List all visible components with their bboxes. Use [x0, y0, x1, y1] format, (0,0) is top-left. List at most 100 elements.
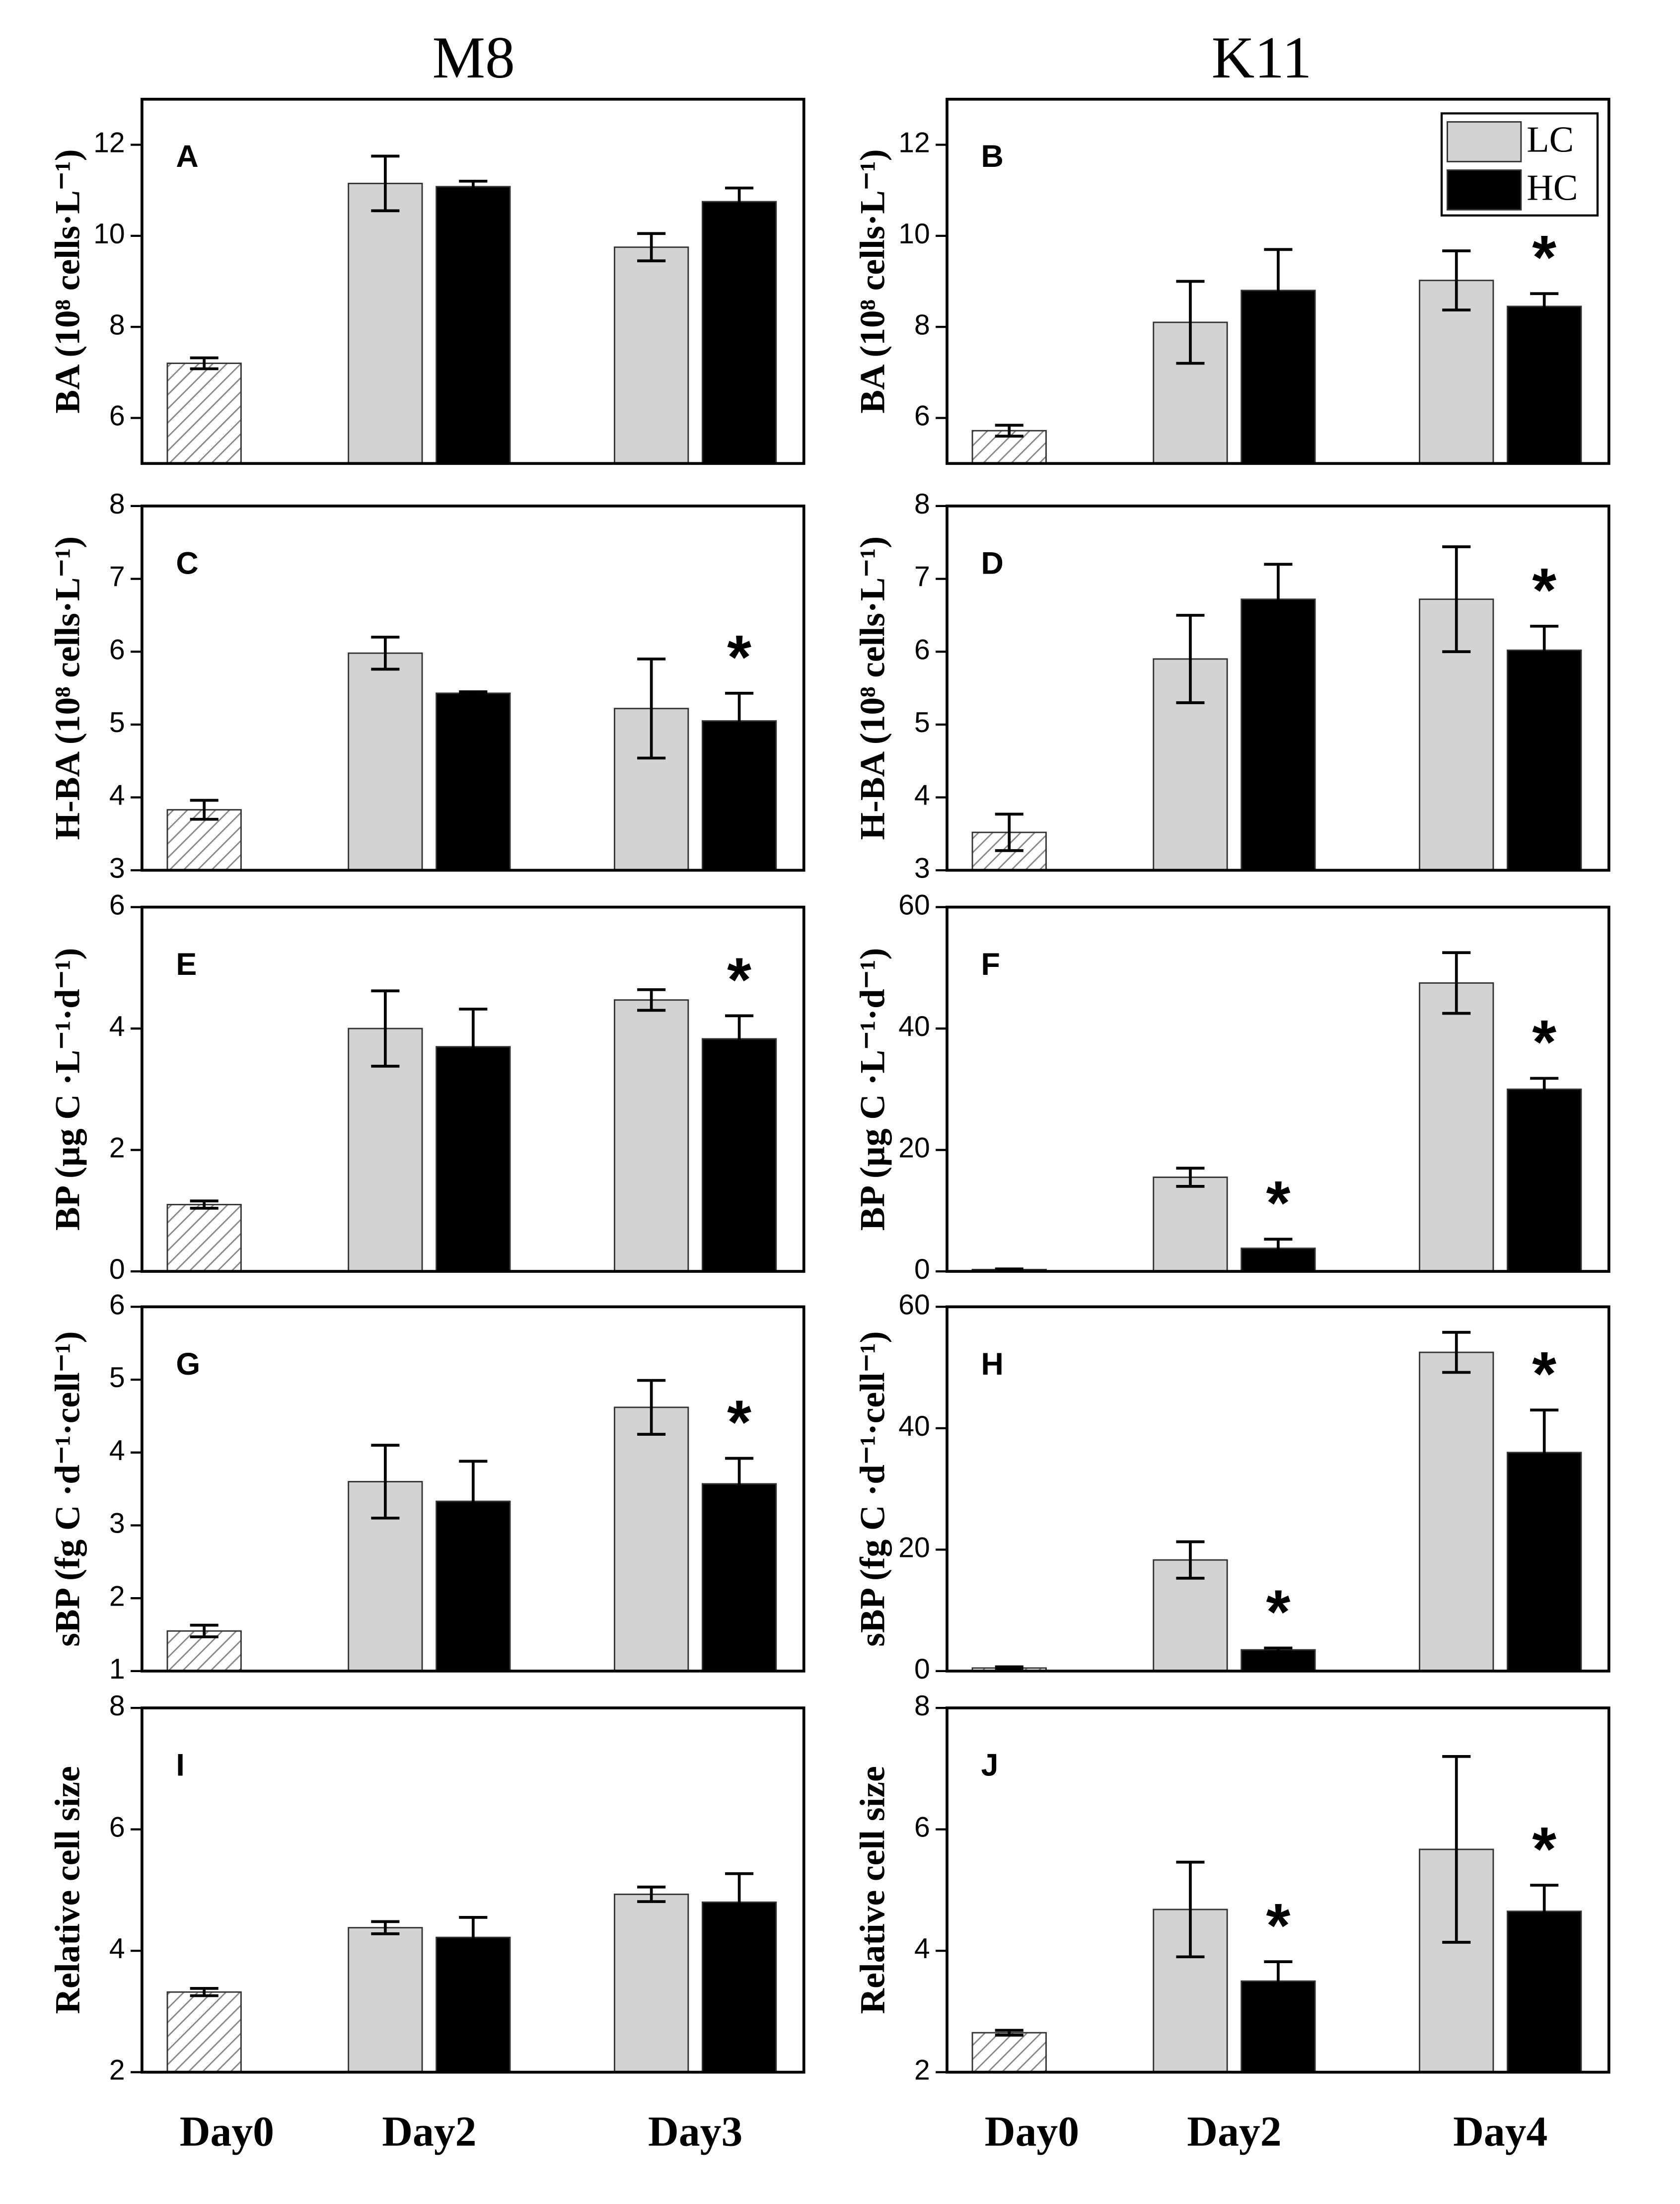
column-title: K11 [1212, 24, 1312, 90]
error-bar [459, 690, 488, 696]
y-axis-label: sBP (fg C ·d⁻¹·cell⁻¹) [853, 1331, 892, 1646]
y-tick-label: 6 [109, 1289, 125, 1321]
bar [701, 1038, 777, 1272]
error-bar [1176, 1540, 1205, 1580]
error-bar [725, 692, 754, 750]
bar [1507, 305, 1582, 464]
y-tick-label: 6 [914, 1812, 930, 1843]
error-bar [1176, 614, 1205, 704]
error-bar [1530, 625, 1559, 676]
plot-frame [946, 1706, 1610, 2074]
y-axis-label: BA (10⁸ cells·L⁻¹) [853, 149, 892, 413]
bar [1241, 598, 1316, 871]
bar [701, 201, 777, 464]
y-tick-label: 12 [898, 127, 930, 159]
significance-marker: * [1266, 1890, 1290, 1960]
y-tick-label: 60 [898, 1289, 930, 1321]
error-bar [1264, 1960, 1293, 2002]
error-bar [459, 1008, 488, 1086]
y-tick-label: 6 [109, 889, 125, 921]
x-tick-label: Day3 [648, 2108, 742, 2155]
y-tick-label: 7 [109, 561, 125, 593]
error-bar [371, 989, 400, 1068]
y-tick-label: 3 [109, 852, 125, 884]
error-bar [371, 1920, 400, 1935]
error-bar [190, 1199, 219, 1210]
y-tick-label: 8 [914, 1690, 930, 1722]
y-tick-label: 5 [109, 707, 125, 738]
y-axis-label: H-BA (10⁸ cells·L⁻¹) [48, 536, 87, 840]
y-tick-label: 40 [898, 1410, 930, 1442]
error-bar [1442, 951, 1471, 1015]
y-axis-label: Relative cell size [48, 1766, 87, 2014]
y-tick-label: 60 [898, 889, 930, 921]
error-bar [371, 636, 400, 671]
x-tick-label: Day0 [985, 2108, 1079, 2155]
y-tick-label: 20 [898, 1532, 930, 1563]
bar [701, 1483, 777, 1672]
panel-label: G [176, 1347, 200, 1382]
error-bar [190, 1623, 219, 1638]
y-tick-label: 3 [109, 1508, 125, 1540]
y-axis-label: BP (µg C ·L⁻¹·d⁻¹) [48, 948, 87, 1231]
x-tick-label: Day0 [180, 2108, 274, 2155]
bar [614, 246, 689, 464]
bar [166, 1991, 242, 2073]
bar [348, 182, 423, 464]
plot-frame [141, 97, 805, 465]
significance-marker: * [1532, 1339, 1556, 1409]
significance-marker: * [727, 1387, 751, 1457]
significance-marker: * [1532, 555, 1556, 625]
bar [348, 1028, 423, 1272]
panel-label: I [176, 1748, 184, 1783]
error-bar [459, 1916, 488, 1959]
y-axis-label: Relative cell size [853, 1766, 892, 2014]
y-tick-label: 2 [914, 2055, 930, 2086]
plot-frame [141, 905, 805, 1273]
x-tick-label: Day2 [1187, 2108, 1281, 2155]
error-bar [371, 1444, 400, 1520]
error-bar [1176, 1860, 1205, 1959]
error-bar [371, 154, 400, 213]
y-tick-label: 6 [109, 634, 125, 665]
bar [436, 186, 511, 464]
error-bar [637, 232, 666, 263]
error-bar [725, 1457, 754, 1511]
y-tick-label: 4 [109, 780, 125, 811]
y-tick-label: 2 [109, 1132, 125, 1164]
y-tick-label: 10 [93, 218, 125, 250]
panel-label: F [981, 947, 1000, 982]
y-tick-label: 1 [109, 1653, 125, 1685]
plot-frame [141, 1305, 805, 1673]
error-bar [1442, 545, 1471, 654]
y-tick-label: 2 [109, 1580, 125, 1612]
bar [1419, 1351, 1494, 1672]
y-axis-label: BA (10⁸ cells·L⁻¹) [48, 149, 87, 413]
plot-frame [946, 905, 1610, 1273]
error-bar [190, 356, 219, 370]
error-bar [725, 1014, 754, 1064]
error-bar [1176, 280, 1205, 365]
error-bar [190, 1987, 219, 1997]
y-tick-label: 0 [914, 1253, 930, 1285]
bar [614, 1406, 689, 1672]
y-tick-label: 8 [109, 309, 125, 341]
y-tick-label: 12 [93, 127, 125, 159]
y-tick-label: 6 [914, 400, 930, 432]
y-tick-label: 4 [109, 1435, 125, 1467]
y-tick-label: 4 [914, 1933, 930, 1965]
significance-marker: * [1532, 1007, 1556, 1077]
bar [348, 1927, 423, 2073]
bar [166, 1204, 242, 1272]
bar [1419, 982, 1494, 1272]
bar [348, 1481, 423, 1672]
y-tick-label: 8 [109, 488, 125, 520]
column-title: M8 [432, 24, 515, 90]
plot-frame [946, 1305, 1610, 1673]
bar [1507, 1088, 1582, 1272]
bar [614, 999, 689, 1272]
panel-label: A [176, 139, 198, 174]
y-tick-label: 20 [898, 1132, 930, 1164]
legend-swatch [1447, 169, 1522, 211]
